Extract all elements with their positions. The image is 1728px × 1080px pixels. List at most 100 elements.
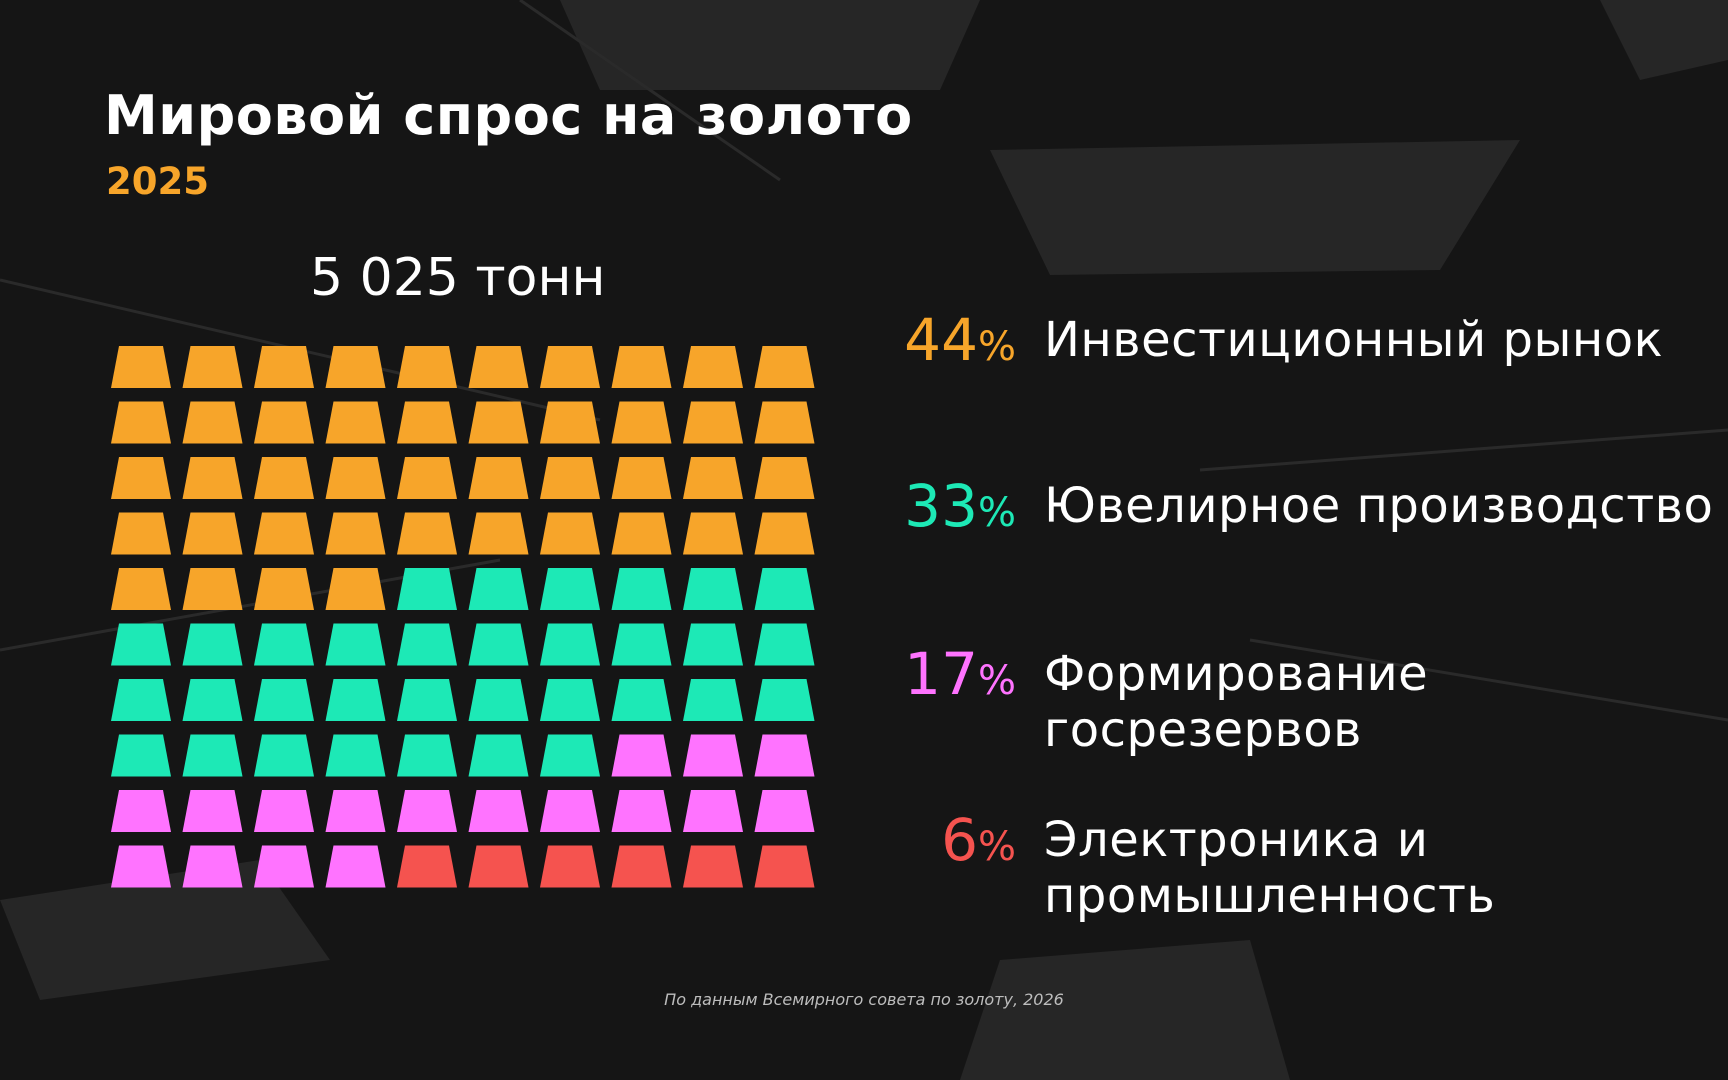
gold-bar-icon-investment (325, 401, 386, 444)
gold-bar-icon-investment (611, 346, 672, 388)
gold-bar-icon-investment (540, 512, 600, 555)
gold-bar-icon-reserves (325, 845, 386, 888)
gold-bar-icon-jewelry (754, 679, 815, 721)
gold-bar-icon-electronics (397, 845, 457, 888)
gold-bar-icon-reserves (683, 734, 743, 777)
gold-bar-icon-investment (182, 512, 243, 555)
gold-bar-icon-reserves (325, 790, 386, 832)
gold-bar-icon-jewelry (611, 568, 672, 610)
legend-percent: 44% (904, 306, 1016, 381)
legend-percent-value: 44 (904, 306, 978, 374)
gold-bar-icon-reserves (254, 845, 314, 888)
gold-bar-icon-jewelry (540, 679, 600, 721)
chart-title: Мировой спрос на золото (104, 84, 913, 147)
gold-bar-icon-investment (325, 568, 386, 610)
gold-bar-icon-reserves (611, 734, 672, 777)
gold-bar-icon-jewelry (540, 734, 600, 777)
legend-item-jewelry: 33% Ювелирное производство (0, 472, 1728, 582)
gold-bar-icon-investment (397, 401, 457, 444)
gold-bar-icon-jewelry (683, 679, 743, 721)
gold-bar-icon-jewelry (397, 568, 457, 610)
gold-bar-icon-reserves (611, 790, 672, 832)
gold-bar-icon-investment (325, 512, 386, 555)
gold-bar-icon-investment (397, 457, 457, 499)
gold-bar-icon-jewelry (182, 679, 243, 721)
source-note: По данным Всемирного совета по золоту, 2… (664, 990, 1064, 1009)
gold-bar-icon-investment (754, 457, 815, 499)
gold-bar-icon-jewelry (111, 679, 171, 721)
percent-sign: % (977, 324, 1016, 370)
gold-bar-icon-reserves (397, 790, 457, 832)
gold-bar-icon-reserves (111, 790, 171, 832)
gold-bar-icon-electronics (611, 845, 672, 888)
gold-bar-icon-jewelry (754, 623, 815, 666)
gold-bar-icon-jewelry (254, 623, 314, 666)
gold-bar-icon-jewelry (468, 568, 529, 610)
gold-bar-icon-jewelry (111, 623, 171, 666)
gold-bar-icon-reserves (754, 790, 815, 832)
gold-bar-icon-jewelry (325, 623, 386, 666)
gold-bar-icon-electronics (754, 845, 815, 888)
gold-bar-icon-investment (468, 346, 529, 388)
gold-bar-icon-investment (611, 512, 672, 555)
percent-sign: % (977, 490, 1016, 536)
gold-bar-icon-investment (182, 457, 243, 499)
gold-bar-icon-jewelry (611, 623, 672, 666)
gold-bar-icon-investment (683, 346, 743, 388)
gold-bar-icon-jewelry (611, 679, 672, 721)
gold-bar-icon-jewelry (182, 623, 243, 666)
legend-percent: 17% (904, 640, 1016, 715)
gold-bar-icon-reserves (540, 790, 600, 832)
gold-bar-icon-investment (468, 457, 529, 499)
gold-bar-icon-investment (111, 568, 171, 610)
legend-percent-value: 6 (941, 806, 978, 874)
gold-bar-icon-reserves (182, 790, 243, 832)
legend-item-reserves: 17% Формирование госрезервов (0, 640, 1728, 758)
gold-bar-icon-jewelry (754, 568, 815, 610)
gold-bar-icon-jewelry (182, 734, 243, 777)
gold-bar-icon-reserves (111, 845, 171, 888)
percent-sign: % (977, 824, 1016, 870)
gold-bar-icon-investment (540, 346, 600, 388)
gold-bar-icon-jewelry (683, 568, 743, 610)
gold-bar-icon-jewelry (683, 623, 743, 666)
gold-bar-icon-investment (540, 457, 600, 499)
gold-bar-icon-jewelry (468, 679, 529, 721)
gold-bar-icon-investment (397, 512, 457, 555)
gold-bar-icon-investment (254, 401, 314, 444)
gold-bar-icon-investment (111, 512, 171, 555)
legend-label: Электроника и промышленность (1044, 812, 1496, 924)
chart-subtitle: 2025 (106, 160, 209, 203)
gold-bar-icon-investment (325, 346, 386, 388)
gold-bar-icon-jewelry (254, 679, 314, 721)
percent-sign: % (977, 658, 1016, 704)
gold-bar-icon-investment (254, 568, 314, 610)
gold-bar-icon-investment (468, 512, 529, 555)
gold-bar-icon-investment (683, 401, 743, 444)
gold-bar-icon-investment (182, 401, 243, 444)
gold-bar-icon-investment (611, 457, 672, 499)
gold-bar-icon-investment (254, 512, 314, 555)
gold-bar-icon-electronics (468, 845, 529, 888)
legend-percent: 6% (941, 806, 1016, 881)
gold-bar-icon-investment (683, 457, 743, 499)
gold-bar-icon-reserves (182, 845, 243, 888)
gold-bar-icon-investment (254, 346, 314, 388)
gold-bar-icon-jewelry (540, 623, 600, 666)
gold-bar-icon-investment (683, 512, 743, 555)
gold-bar-icon-jewelry (468, 623, 529, 666)
gold-bar-icon-investment (540, 401, 600, 444)
legend-percent: 33% (904, 472, 1016, 547)
gold-bar-icon-jewelry (397, 734, 457, 777)
total-tonnage: 5 025 тонн (310, 248, 606, 308)
gold-bar-icon-investment (754, 512, 815, 555)
gold-bar-icon-investment (111, 457, 171, 499)
gold-bar-icon-jewelry (254, 734, 314, 777)
gold-bar-icon-reserves (468, 790, 529, 832)
gold-bar-icon-reserves (683, 790, 743, 832)
gold-bar-icon-investment (325, 457, 386, 499)
gold-bar-icon-jewelry (397, 623, 457, 666)
gold-bar-icon-jewelry (468, 734, 529, 777)
gold-bar-icon-investment (182, 568, 243, 610)
gold-bar-icon-jewelry (397, 679, 457, 721)
